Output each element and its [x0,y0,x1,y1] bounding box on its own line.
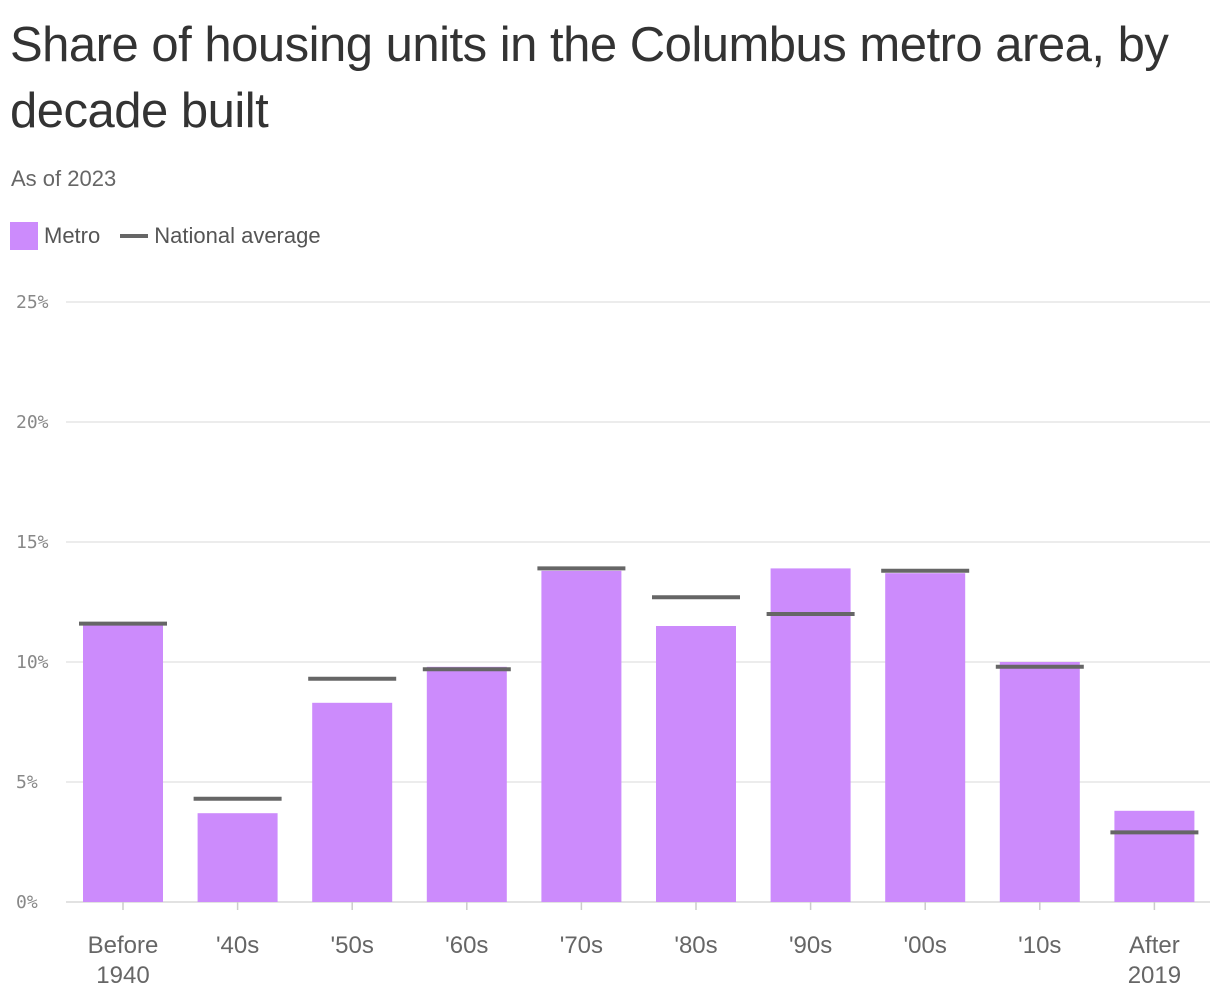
x-tick-label: After 2019 [1128,932,1181,989]
x-tick-label: '90s [789,932,832,959]
bar-metro [885,573,966,902]
bar-metro [999,662,1080,902]
x-tick-label: '70s [560,932,603,959]
y-tick-label: 10% [16,652,49,673]
y-tick-label: 15% [16,532,49,553]
chart-title: Share of housing units in the Columbus m… [10,18,1169,138]
bar-metro [656,626,736,902]
legend-item-national-average: National average [120,223,321,249]
x-tick-label: Before 1940 [88,932,159,989]
y-tick-label: 5% [16,772,38,793]
x-tick-label: '40s [216,932,259,959]
bar-metro [426,666,507,902]
x-tick-label: '80s [674,932,717,959]
bar-metro [197,813,278,902]
bar-metro [312,702,393,902]
x-tick-label: '60s [445,932,488,959]
y-tick-label: 20% [16,412,49,433]
x-tick-label: '00s [904,932,947,959]
bar-metro [83,623,163,902]
bar-metro [541,570,622,902]
bar-metro [770,568,851,902]
x-tick-label: '10s [1018,932,1061,959]
legend-label-national-average: National average [154,223,321,248]
y-tick-label: 0% [16,892,38,913]
chart-subtitle: As of 2023 [11,166,117,191]
legend-label-metro: Metro [44,223,101,248]
y-tick-label: 25% [16,292,49,313]
legend-swatch-national-average [120,234,149,238]
legend-item-metro: Metro [10,222,100,250]
bar-metro [1114,810,1195,902]
legend-swatch-metro [10,222,38,250]
legend: Metro National average [10,222,341,250]
x-tick-label: '50s [331,932,374,959]
